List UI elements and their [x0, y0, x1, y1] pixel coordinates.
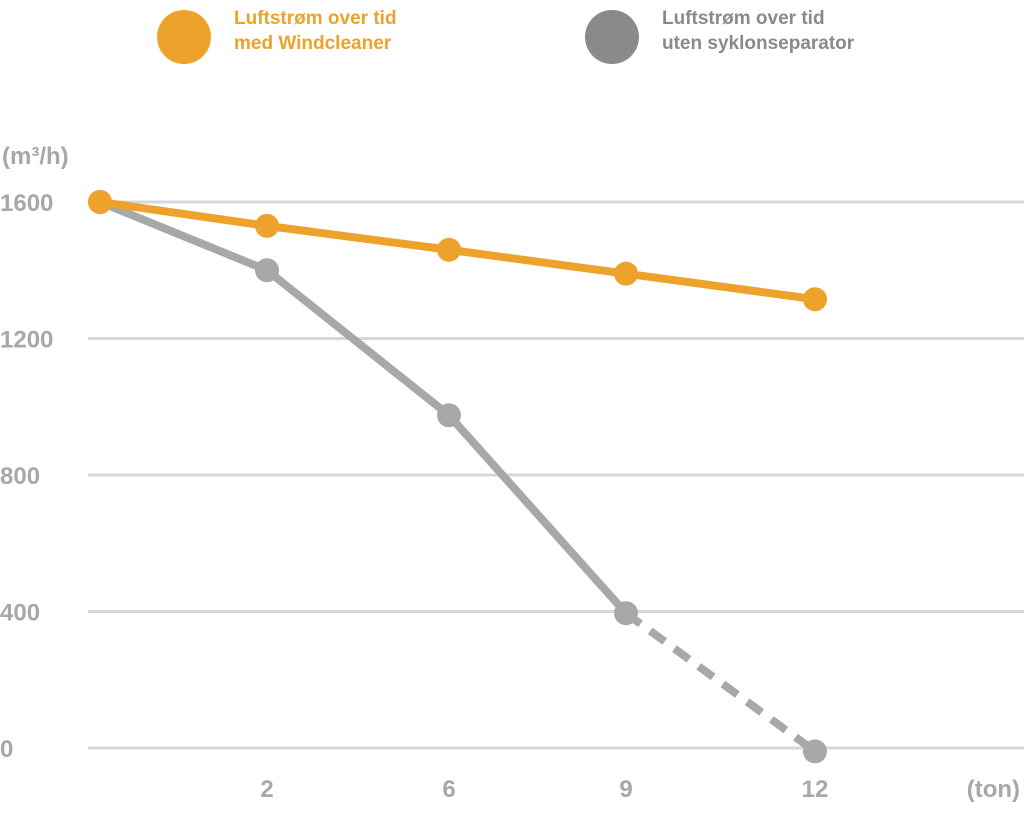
series-line	[96, 198, 630, 618]
x-tick-label: 2	[260, 776, 273, 803]
legend-line-2: uten syklonseparator	[662, 33, 855, 54]
x-axis-label: (ton)	[967, 776, 1020, 803]
legend-line-1: Luftstrøm over tid	[234, 8, 397, 29]
x-tick-label: 6	[442, 776, 455, 803]
data-point	[88, 190, 112, 214]
legend-marker-windcleaner	[157, 10, 211, 64]
legend-label-no-separator: Luftstrøm over tid uten syklonseparator	[662, 6, 854, 56]
data-point	[437, 403, 461, 428]
data-point	[437, 237, 461, 262]
y-tick-label: 0	[0, 736, 13, 763]
x-tick-label: 12	[802, 776, 829, 803]
y-axis-label: (m³/h)	[2, 143, 69, 170]
series-line-dashed	[623, 609, 818, 755]
data-point	[803, 287, 827, 312]
data-point	[614, 261, 638, 286]
data-point	[255, 258, 279, 283]
data-point	[255, 213, 279, 238]
y-tick-label: 1600	[0, 190, 53, 217]
y-tick-label: 1200	[0, 327, 53, 354]
legend-line-2: med Windcleaner	[234, 33, 392, 54]
legend-label-windcleaner: Luftstrøm over tid med Windcleaner	[234, 6, 397, 56]
x-tick-label: 9	[619, 776, 632, 803]
data-point	[803, 739, 827, 764]
legend-line-1: Luftstrøm over tid	[662, 8, 825, 29]
y-tick-label: 400	[0, 600, 40, 627]
data-point	[614, 601, 638, 626]
legend-marker-no-separator	[585, 10, 639, 64]
y-tick-label: 800	[0, 463, 40, 490]
